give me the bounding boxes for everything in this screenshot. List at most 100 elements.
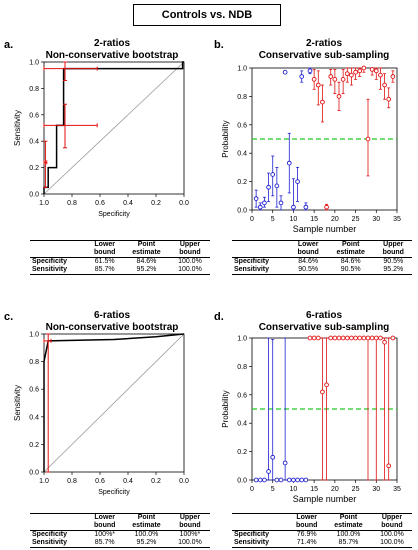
data-point xyxy=(303,477,309,483)
data-point xyxy=(315,335,321,341)
data-point xyxy=(365,335,371,481)
data-point xyxy=(315,70,321,106)
point-marker xyxy=(311,335,317,341)
panel-letter: d. xyxy=(214,311,224,323)
point-marker xyxy=(378,72,383,78)
point-marker xyxy=(361,335,367,341)
point-marker xyxy=(282,460,288,466)
y-axis-label: Sensitivity xyxy=(13,385,22,421)
data-point xyxy=(295,477,300,483)
data-point xyxy=(340,335,346,341)
y-tick-label: 1.0 xyxy=(29,60,39,67)
point-marker xyxy=(291,204,296,210)
data-point xyxy=(307,335,313,341)
x-tick-label: 0.0 xyxy=(179,478,189,485)
data-point xyxy=(336,335,342,341)
y-tick-label: 0.2 xyxy=(237,449,247,456)
table-header: Upper bound xyxy=(169,513,210,531)
x-tick-label: 0.6 xyxy=(95,478,105,485)
point-marker xyxy=(253,196,259,201)
x-tick-label: 0.6 xyxy=(95,200,105,207)
data-point xyxy=(378,67,383,90)
y-tick-label: 0.4 xyxy=(237,421,247,428)
point-marker xyxy=(257,204,263,210)
data-point xyxy=(299,477,305,483)
data-point xyxy=(378,335,383,341)
table-row-label: Sensitivity xyxy=(30,266,87,275)
data-point xyxy=(357,67,363,77)
y-tick-label: 0.6 xyxy=(29,112,39,119)
data-point xyxy=(382,337,387,481)
data-point xyxy=(382,73,387,100)
table-row-label: Specificity xyxy=(32,258,68,265)
x-tick-label: 1.0 xyxy=(39,200,49,207)
table-cell: 84.6% xyxy=(136,258,157,265)
table-cell: 85.7% xyxy=(325,539,372,548)
data-point xyxy=(253,477,259,483)
table-header xyxy=(232,240,290,258)
x-tick-label: 35 xyxy=(393,486,401,493)
data-point xyxy=(307,67,313,75)
figure-title: Controls vs. NDB xyxy=(133,4,281,26)
data-point xyxy=(278,195,284,211)
data-point xyxy=(286,132,292,194)
point-marker xyxy=(315,82,321,88)
data-point xyxy=(328,69,334,86)
x-tick-label: 0.8 xyxy=(67,478,77,485)
point-marker xyxy=(311,77,317,82)
point-marker xyxy=(282,69,288,75)
y-tick-label: 0.0 xyxy=(237,208,247,215)
panel-letter: a. xyxy=(4,39,13,51)
data-point xyxy=(257,202,263,211)
table-row-label: Specificity xyxy=(234,531,270,538)
point-marker xyxy=(340,335,346,341)
data-point xyxy=(291,477,296,483)
point-marker xyxy=(324,382,329,388)
y-tick-label: 0.6 xyxy=(29,387,39,394)
y-tick-label: 0.2 xyxy=(237,179,247,186)
table-cell: 84.6% xyxy=(340,258,361,265)
x-tick-label: 0.4 xyxy=(123,478,133,485)
point-marker xyxy=(262,200,267,206)
point-marker xyxy=(303,477,309,483)
point-marker xyxy=(336,94,342,99)
panel-title-line1: 6-ratios xyxy=(306,310,343,321)
table-cell: 100%* xyxy=(179,531,201,538)
data-point xyxy=(373,335,379,481)
table-cell: 90.5% xyxy=(289,266,327,275)
y-tick-label: 0.4 xyxy=(29,139,39,146)
table-cell: 100.0% xyxy=(178,258,202,265)
data-point xyxy=(320,337,325,481)
table-cell: 90.5% xyxy=(326,266,375,275)
point-marker xyxy=(278,200,284,206)
data-point xyxy=(299,70,305,83)
data-point xyxy=(270,339,276,481)
point-marker xyxy=(266,469,271,474)
data-point xyxy=(320,84,325,123)
data-point xyxy=(274,477,280,483)
table-header xyxy=(232,513,289,531)
data-point xyxy=(282,337,288,481)
stats-table-c: Lower bound Point estimate Upper bound Spe… xyxy=(30,513,210,548)
point-marker xyxy=(266,184,271,190)
point-marker xyxy=(373,68,379,74)
y-tick-label: 1.0 xyxy=(237,66,247,73)
table-header: Upper bound xyxy=(169,240,210,258)
data-point xyxy=(390,335,396,341)
point-marker xyxy=(332,335,338,341)
roc-curve xyxy=(43,333,185,472)
data-point xyxy=(386,87,392,109)
table-cell: 100.0% xyxy=(134,531,159,538)
data-point xyxy=(324,203,329,211)
point-marker xyxy=(336,335,342,341)
data-point xyxy=(291,178,296,211)
plot-frame xyxy=(43,61,185,195)
y-axis-label: Sensitivity xyxy=(13,110,22,146)
data-point xyxy=(332,335,338,341)
x-axis-label: Specificity xyxy=(98,211,130,218)
point-marker xyxy=(307,335,313,341)
point-marker xyxy=(278,477,284,483)
point-marker xyxy=(369,67,375,72)
